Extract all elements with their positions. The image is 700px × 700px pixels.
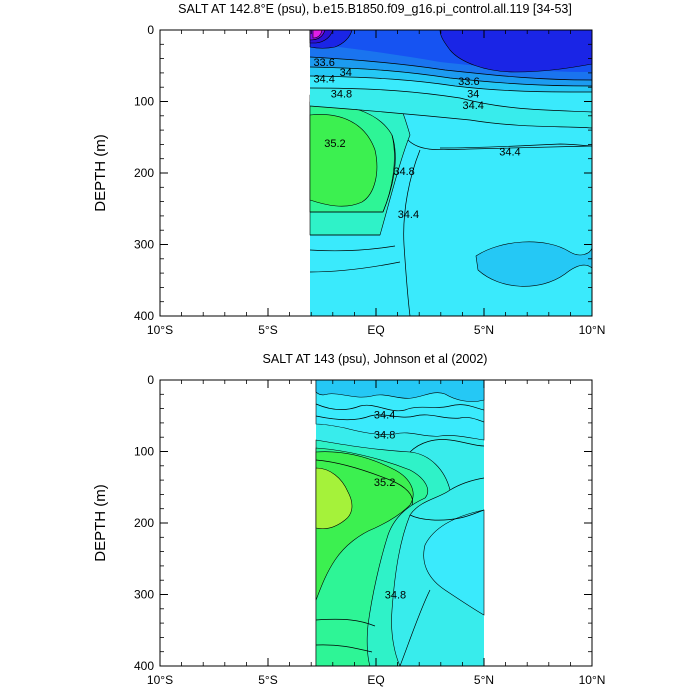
y-tick-label: 0 [147, 23, 154, 37]
fill-band-34-2 [315, 379, 485, 402]
contour-line [439, 143, 593, 149]
contour-line [309, 56, 593, 81]
contour-lines [315, 403, 485, 667]
y-tick-label: 200 [134, 516, 154, 530]
contour-line [382, 134, 396, 213]
contour-line [449, 477, 485, 491]
y-tick-label: 300 [134, 238, 154, 252]
contour-label: 34.8 [331, 89, 352, 101]
contour-lines [309, 56, 593, 317]
x-tick-label: EQ [367, 323, 384, 337]
contour-line [409, 439, 485, 453]
y-tick-label: 200 [134, 166, 154, 180]
fill-band-33-4 [439, 29, 593, 73]
contour-label: 34.8 [393, 166, 414, 178]
contour-line [399, 589, 431, 667]
chart-title: SALT AT 142.8°E (psu), b.e15.B1850.f09_g… [178, 2, 572, 16]
contour-line [315, 403, 485, 412]
contour-line [309, 66, 593, 87]
contour-line [403, 149, 421, 317]
contour-line [315, 618, 376, 627]
contour-label: 34.4 [499, 147, 520, 159]
y-tick-label: 100 [134, 445, 154, 459]
contour-line [409, 509, 485, 521]
x-tick-label: 5°S [258, 323, 277, 337]
contour-label: 34.8 [374, 429, 395, 441]
contour-fills [315, 379, 485, 667]
contour-line [309, 87, 593, 113]
contour-label: 34.4 [398, 209, 419, 221]
contour-line [309, 75, 593, 93]
y-axis-label: DEPTH (m) [92, 134, 109, 212]
contour-line [315, 414, 485, 423]
x-tick-label: 5°N [474, 673, 494, 687]
contour-label: 35.2 [374, 477, 395, 489]
contour-label: 34.4 [374, 409, 395, 421]
chart-panel-model: SALT AT 142.8°E (psu), b.e15.B1850.f09_g… [92, 2, 605, 337]
fill-band-35-6 [315, 467, 353, 530]
contour-line [315, 644, 373, 653]
contour-label: 34.4 [313, 74, 334, 86]
y-tick-label: 100 [134, 95, 154, 109]
contour-label: 34 [340, 67, 352, 79]
chart-title: SALT AT 143 (psu), Johnson et al (2002) [263, 352, 488, 366]
contour-line [309, 261, 401, 273]
contour-label: 34 [467, 89, 479, 101]
contour-fills [309, 29, 593, 316]
contour-line [309, 245, 396, 252]
y-axis-label: DEPTH (m) [92, 484, 109, 562]
contour-line [309, 105, 593, 129]
x-tick-label: 10°S [147, 673, 173, 687]
fill-band-35-2 [309, 114, 378, 207]
x-tick-label: 5°S [258, 673, 277, 687]
x-tick-label: 10°N [579, 323, 606, 337]
axes: 10°S 5°S EQ 5°N 10°N 0 100 200 300 400 [134, 373, 605, 687]
contour-label: 34.8 [385, 590, 406, 602]
x-tick-label: EQ [367, 673, 384, 687]
contour-line [315, 459, 413, 506]
x-tick-label: 5°N [474, 323, 494, 337]
fill-band-34-4c [423, 509, 485, 616]
contour-label: 34.4 [462, 100, 483, 112]
contour-labels: 34.4 34.8 35.2 34.8 [374, 409, 406, 601]
chart-panel-observed: SALT AT 143 (psu), Johnson et al (2002) [92, 352, 605, 687]
y-tick-label: 400 [134, 309, 154, 323]
contour-label: 33.6 [458, 76, 479, 88]
axes: 10°S 5°S EQ 5°N 10°N 0 100 200 300 400 [134, 23, 605, 337]
contour-label: 33.6 [313, 57, 334, 69]
x-tick-label: 10°S [147, 323, 173, 337]
y-tick-label: 400 [134, 659, 154, 673]
y-tick-label: 300 [134, 588, 154, 602]
contour-line [407, 139, 593, 151]
contour-label: 35.2 [324, 138, 345, 150]
x-tick-label: 10°N [579, 673, 606, 687]
y-tick-label: 0 [147, 373, 154, 387]
